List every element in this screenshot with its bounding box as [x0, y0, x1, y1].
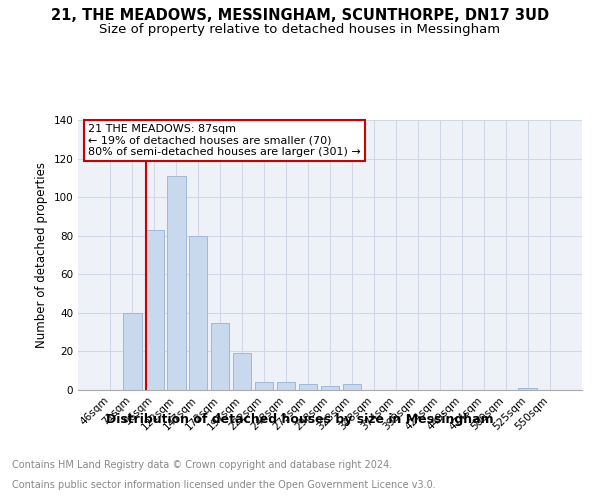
Bar — [167, 176, 185, 390]
Text: Distribution of detached houses by size in Messingham: Distribution of detached houses by size … — [106, 412, 494, 426]
Text: Contains HM Land Registry data © Crown copyright and database right 2024.: Contains HM Land Registry data © Crown c… — [12, 460, 392, 470]
Text: 21 THE MEADOWS: 87sqm
← 19% of detached houses are smaller (70)
80% of semi-deta: 21 THE MEADOWS: 87sqm ← 19% of detached … — [88, 124, 361, 157]
Bar — [343, 384, 361, 390]
Bar — [189, 236, 208, 390]
Bar — [211, 322, 229, 390]
Bar — [233, 354, 251, 390]
Bar — [145, 230, 164, 390]
Text: 21, THE MEADOWS, MESSINGHAM, SCUNTHORPE, DN17 3UD: 21, THE MEADOWS, MESSINGHAM, SCUNTHORPE,… — [51, 8, 549, 22]
Text: Contains public sector information licensed under the Open Government Licence v3: Contains public sector information licen… — [12, 480, 436, 490]
Bar — [299, 384, 317, 390]
Bar — [320, 386, 340, 390]
Bar — [518, 388, 537, 390]
Text: Size of property relative to detached houses in Messingham: Size of property relative to detached ho… — [100, 22, 500, 36]
Bar — [123, 313, 142, 390]
Y-axis label: Number of detached properties: Number of detached properties — [35, 162, 48, 348]
Bar — [277, 382, 295, 390]
Bar — [255, 382, 274, 390]
